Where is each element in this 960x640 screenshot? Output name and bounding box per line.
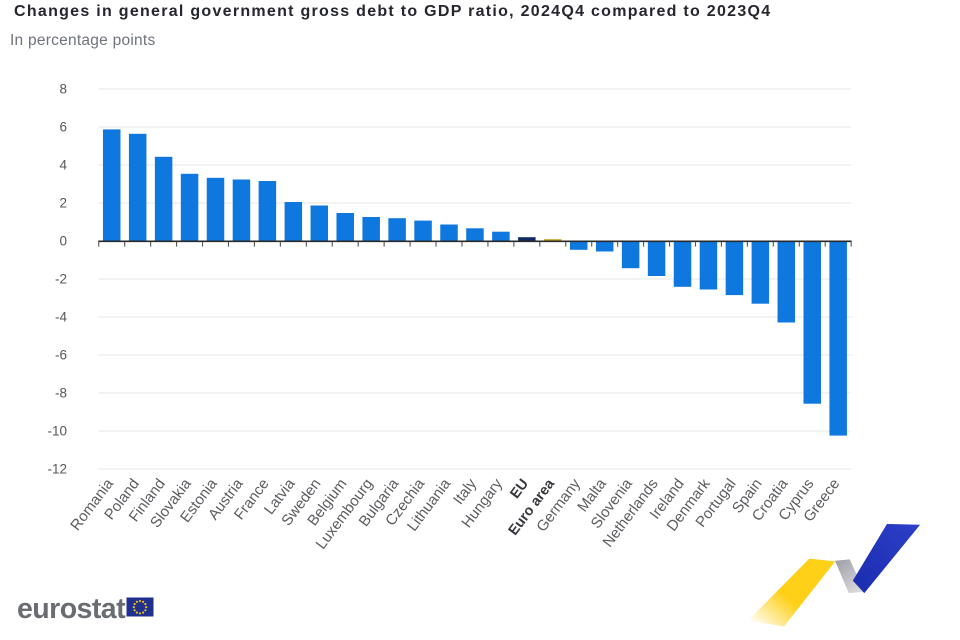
svg-text:-12: -12 <box>47 462 67 477</box>
svg-text:-6: -6 <box>55 348 67 363</box>
svg-text:8: 8 <box>59 82 67 97</box>
svg-text:-2: -2 <box>55 272 67 287</box>
svg-text:4: 4 <box>59 158 67 173</box>
svg-text:-8: -8 <box>55 386 67 401</box>
svg-text:-4: -4 <box>55 310 67 325</box>
svg-text:-10: -10 <box>47 424 67 439</box>
svg-text:2: 2 <box>59 196 67 211</box>
svg-text:6: 6 <box>59 120 67 135</box>
svg-text:0: 0 <box>59 234 67 249</box>
svg-text:eurostat: eurostat <box>17 593 126 625</box>
